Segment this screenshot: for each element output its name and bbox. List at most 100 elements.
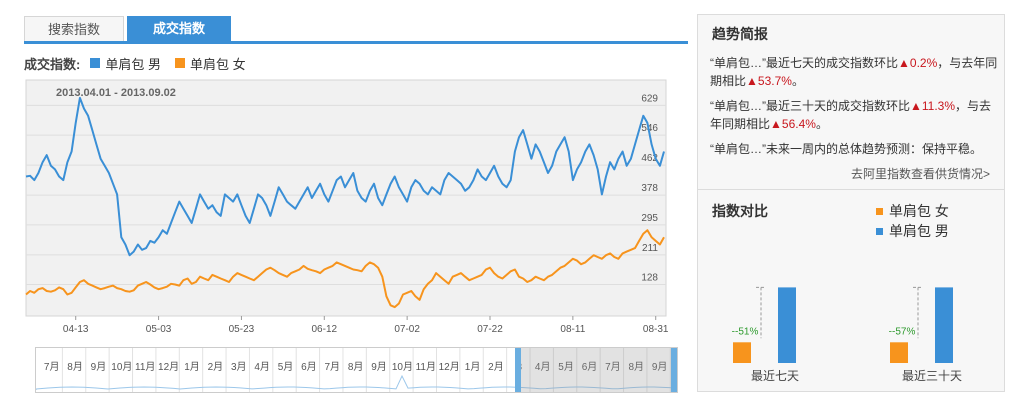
compare-swatch-male — [876, 227, 883, 235]
slider-months: 7月 8月 9月 10月 11月 12月 1月 2月 3月 4月 5月 6月 7月 8月 9月 10月 11月 1… — [36, 348, 677, 392]
tab-trade-index[interactable]: 成交指数 — [127, 16, 231, 41]
slider-month-12: 7月 — [324, 361, 340, 373]
slider-month-11: 6月 — [301, 361, 317, 373]
compare-legend-female-label: 单肩包 女 — [889, 203, 949, 219]
trade-index-chart[interactable]: 128 211 295 378 462 546 629 04-13 05-03 05-23 06-1… — [24, 78, 690, 340]
slider-month-22: 5月 — [558, 361, 574, 373]
slider-month-15: 10月 — [392, 361, 413, 373]
bar-female-0 — [733, 342, 751, 363]
bar-group-label-1: 最近三十天 — [902, 369, 962, 383]
up-arrow-icon: ▲ — [910, 99, 922, 113]
series-line-female — [25, 229, 665, 309]
slider-month-8: 3月 — [231, 361, 247, 373]
bar-male-1 — [935, 287, 953, 363]
bar-diff-label-1: --57% — [889, 326, 916, 337]
up-arrow-icon: ▲ — [746, 74, 758, 88]
series-line-male — [25, 96, 665, 257]
slider-month-16: 11月 — [416, 361, 436, 373]
legend-label-male: 单肩包 男 — [105, 56, 161, 72]
slider-month-5: 12月 — [158, 361, 179, 373]
y-tick-211: 211 — [642, 243, 658, 254]
index-tabs: 搜索指数 成交指数 — [24, 16, 688, 44]
x-tick-07-02: 07-02 — [394, 324, 420, 335]
y-tick-462: 462 — [641, 153, 658, 164]
bar-diff-label-0: --51% — [732, 326, 759, 337]
compare-title: 指数对比 — [712, 203, 768, 219]
compare-legend-male-label: 单肩包 男 — [889, 223, 949, 239]
trend-title: 趋势简报 — [712, 26, 768, 42]
chart-date-range: 2013.04.01 - 2013.09.02 — [56, 87, 176, 99]
bar-diff-bracket-1 — [913, 286, 923, 339]
compare-legend-female: 单肩包 女 — [876, 201, 949, 221]
trend-line1-val2: 53.7% — [757, 74, 792, 88]
slider-handle-left[interactable] — [515, 348, 521, 392]
legend-item-male[interactable]: 单肩包 男 — [90, 54, 161, 73]
slider-mini-line — [36, 374, 677, 390]
slider-month-3: 10月 — [111, 361, 132, 373]
compare-swatch-female — [876, 207, 883, 215]
x-tick-06-12: 06-12 — [311, 324, 337, 335]
bar-female-1 — [890, 342, 908, 363]
x-tick-07-22: 07-22 — [477, 324, 503, 335]
slider-month-2: 9月 — [91, 361, 107, 373]
slider-month-7: 2月 — [208, 361, 224, 373]
legend-swatch-male — [90, 58, 101, 68]
legend-item-female[interactable]: 单肩包 女 — [174, 54, 246, 73]
trend-line1-pre: “单肩包…”最近七天的成交指数环比 — [710, 56, 898, 70]
compare-legend: 单肩包 女 单肩包 男 — [876, 201, 949, 241]
compare-legend-male: 单肩包 男 — [876, 221, 949, 241]
trend-line2-val1: 11.3% — [921, 99, 956, 113]
slider-month-4: 11月 — [135, 361, 155, 373]
slider-svg: 7月 8月 9月 10月 11月 12月 1月 2月 3月 4月 5月 6月 7月 8月 9月 10月 11月 1… — [36, 348, 677, 392]
slider-month-6: 1月 — [184, 361, 200, 373]
trend-line2-pre: “单肩包…”最近三十天的成交指数环比 — [710, 99, 910, 113]
trend-line2-post: 。 — [815, 117, 828, 131]
time-range-slider[interactable]: 7月 8月 9月 10月 11月 12月 1月 2月 3月 4月 5月 6月 7月 8月 9月 10月 11月 1… — [35, 347, 678, 393]
y-tick-546: 546 — [641, 123, 658, 134]
index-compare: 指数对比 单肩包 女 单肩包 男 --51% 最近七天 --57% 最近三十天 — [698, 191, 1004, 391]
supply-info-link[interactable]: 去阿里指数查看供货情况> — [850, 167, 990, 181]
trend-line2-val2: 56.4% — [781, 117, 816, 131]
compare-svg: --51% 最近七天 --57% 最近三十天 — [732, 286, 962, 383]
legend-label-female: 单肩包 女 — [189, 56, 246, 72]
side-panel: 趋势简报 “单肩包…”最近七天的成交指数环比▲0.2%，与去年同期相比▲53.7… — [697, 14, 1005, 392]
y-tick-378: 378 — [641, 183, 658, 194]
slider-month-9: 4月 — [254, 361, 270, 373]
x-tick-08-11: 08-11 — [560, 324, 585, 335]
up-arrow-icon: ▲ — [898, 56, 910, 70]
slider-month-18: 1月 — [465, 361, 481, 373]
chart-legend: 成交指数: 单肩包 男 单肩包 女 — [24, 54, 260, 73]
slider-selected-range[interactable] — [521, 348, 671, 392]
trend-lines: “单肩包…”最近七天的成交指数环比▲0.2%，与去年同期相比▲53.7%。 “单… — [710, 54, 998, 165]
x-tick-04-13: 04-13 — [63, 324, 89, 335]
trend-line1-mid: ，与去年同期相比 — [710, 56, 998, 88]
slider-month-26: 9月 — [652, 361, 668, 373]
x-tick-05-23: 05-23 — [229, 324, 255, 335]
slider-month-0: 7月 — [44, 361, 60, 373]
slider-month-24: 7月 — [605, 361, 621, 373]
legend-swatch-female — [174, 58, 185, 68]
bar-diff-bracket-0 — [756, 286, 766, 339]
slider-month-21: 4月 — [535, 361, 551, 373]
y-tick-295: 295 — [641, 213, 658, 224]
compare-chart: --51% 最近七天 --57% 最近三十天 — [698, 271, 1004, 391]
trend-line1-post: 。 — [791, 74, 804, 88]
slider-month-1: 8月 — [67, 361, 83, 373]
plot-area — [25, 79, 667, 317]
chart-svg: 128 211 295 378 462 546 629 04-13 05-03 05-23 06-1… — [25, 79, 669, 335]
slider-month-19: 2月 — [488, 361, 504, 373]
trend-line2-mid: ，与去年同期相比 — [710, 99, 992, 131]
slider-handle-right[interactable] — [671, 348, 677, 392]
trend-line1-val1: 0.2% — [909, 56, 938, 70]
y-tick-629: 629 — [641, 93, 658, 104]
slider-month-25: 8月 — [628, 361, 644, 373]
slider-month-23: 6月 — [582, 361, 598, 373]
trend-line-7days: “单肩包…”最近七天的成交指数环比▲0.2%，与去年同期相比▲53.7%。 — [710, 54, 998, 90]
tab-search-index[interactable]: 搜索指数 — [24, 16, 124, 41]
legend-title: 成交指数: — [24, 56, 81, 72]
trend-line-forecast: “单肩包…”未来一周内的总体趋势预测：保持平稳。 — [710, 142, 982, 156]
slider-month-14: 9月 — [371, 361, 387, 373]
trend-summary: 趋势简报 “单肩包…”最近七天的成交指数环比▲0.2%，与去年同期相比▲53.7… — [698, 15, 1004, 190]
bar-male-0 — [778, 287, 796, 363]
x-tick-08-31: 08-31 — [643, 324, 669, 335]
